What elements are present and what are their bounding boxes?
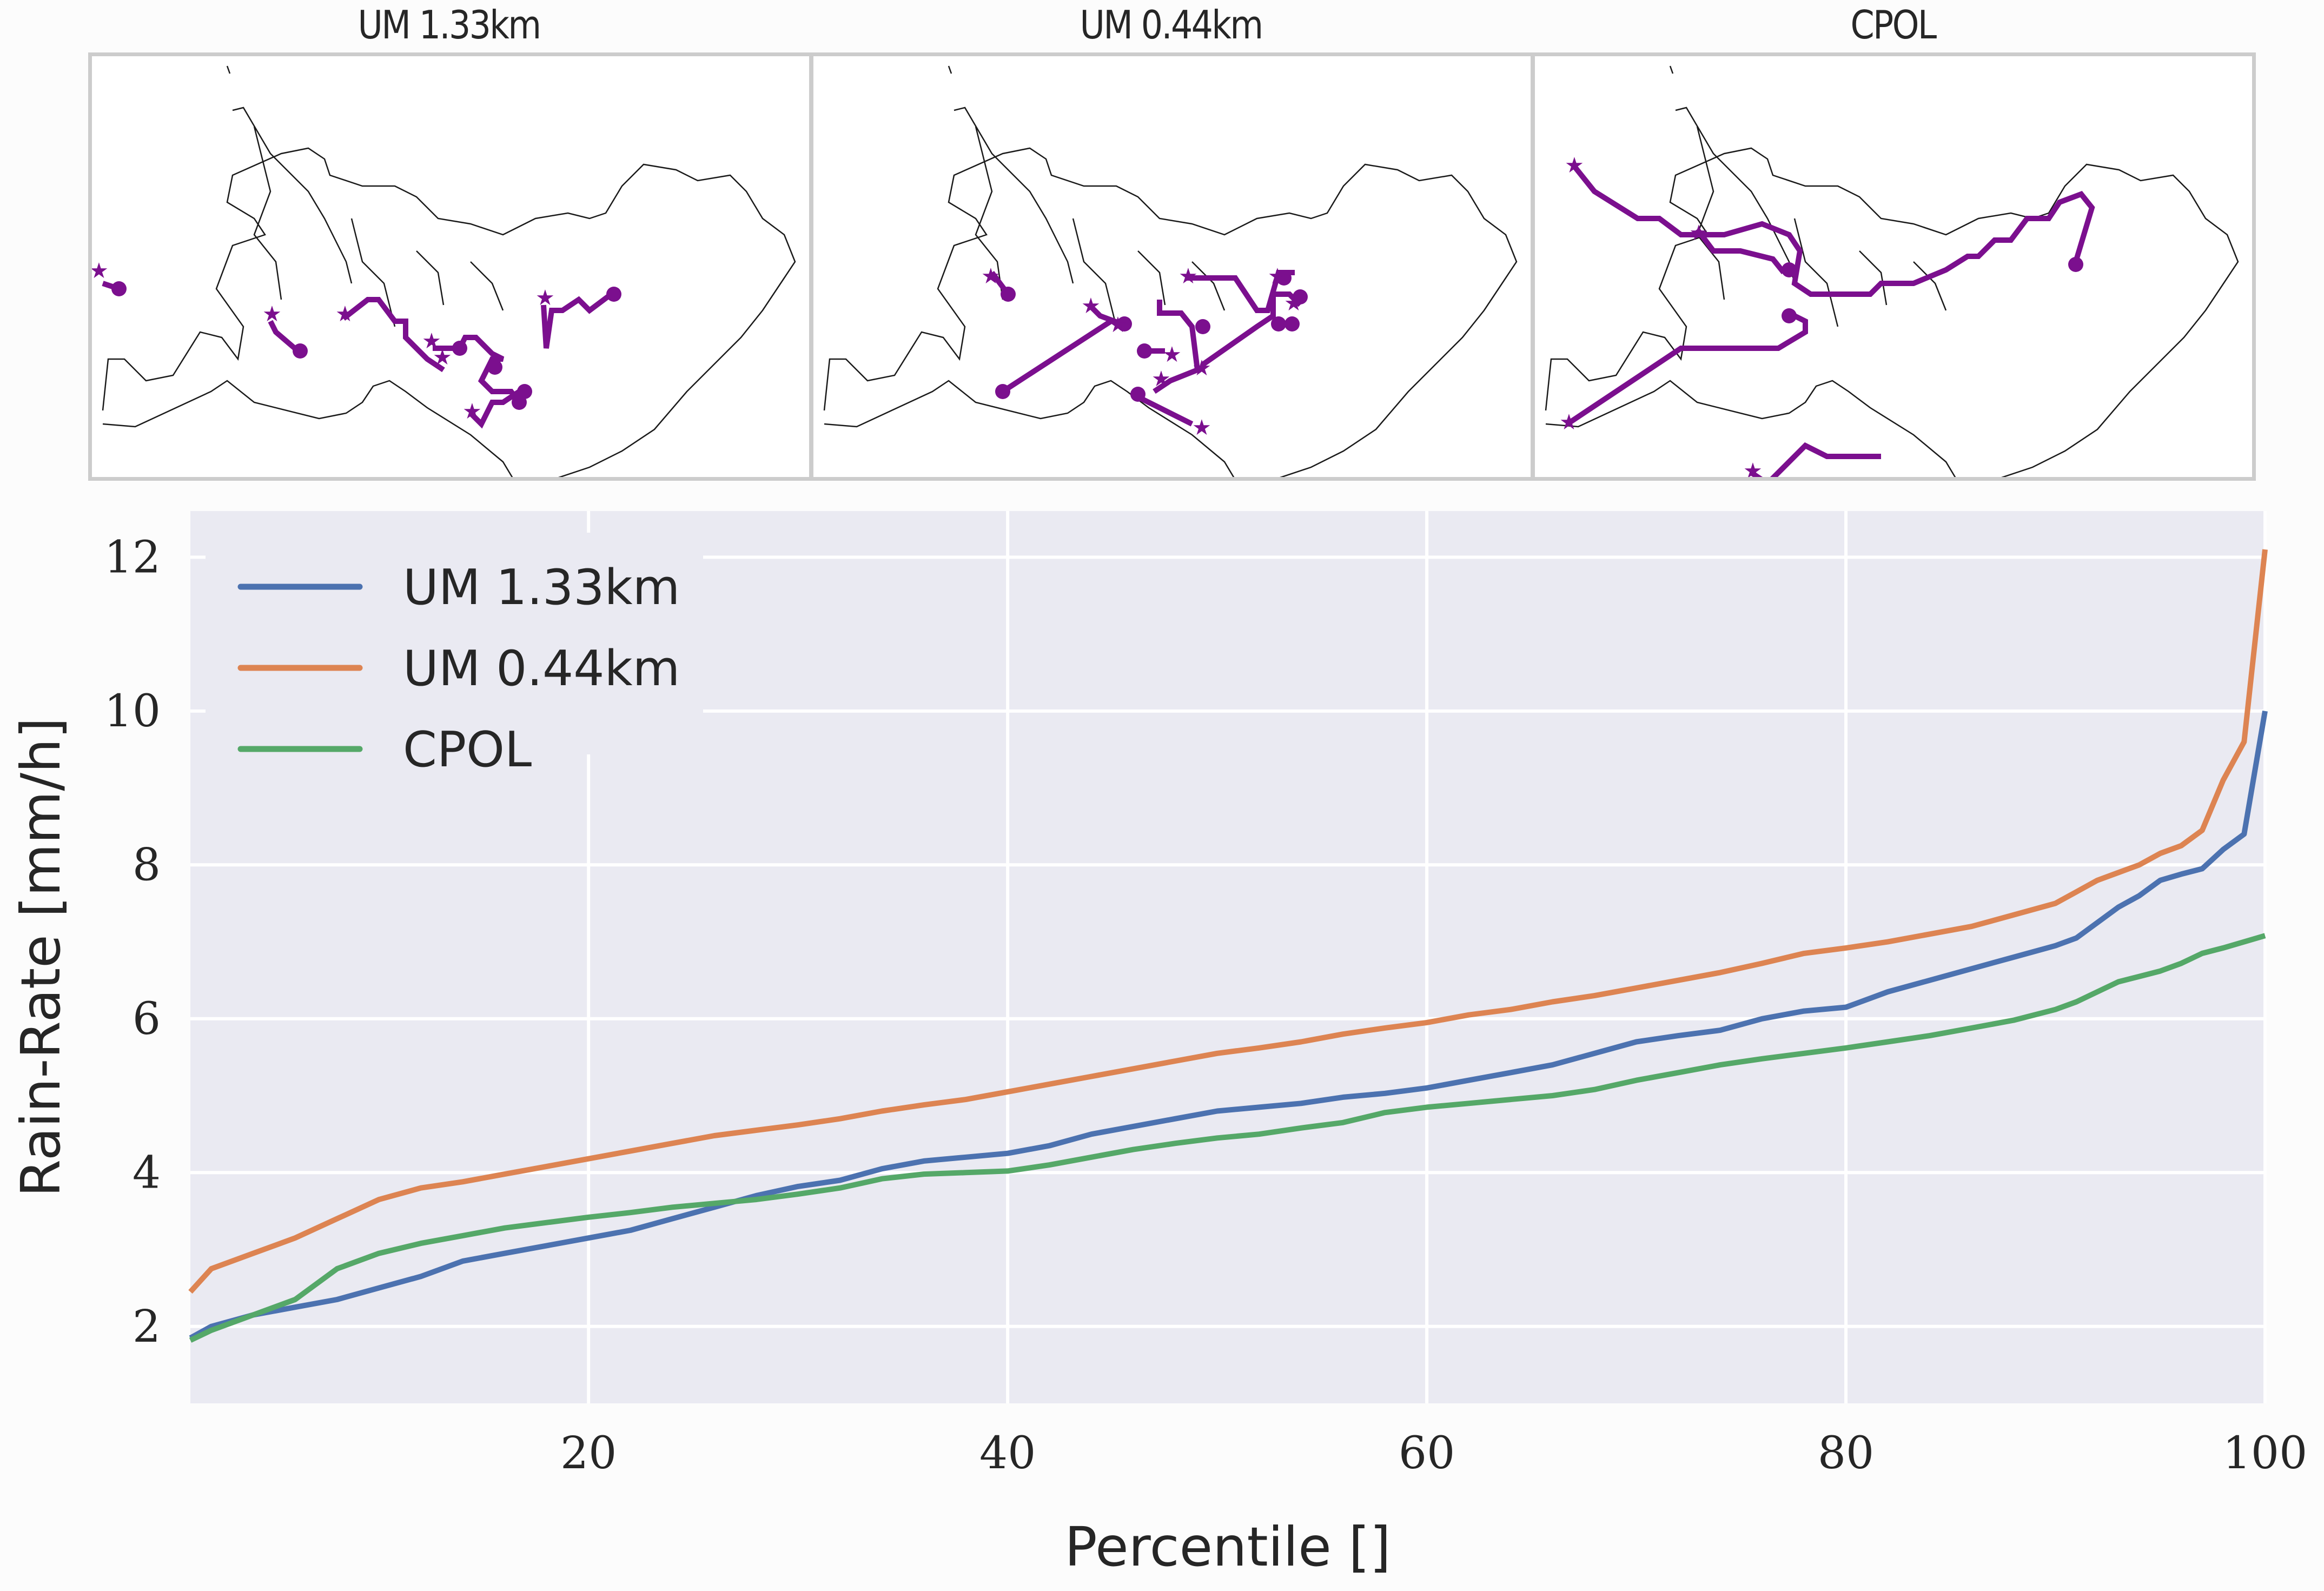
track-start-star: ★ [1268, 264, 1287, 289]
track-end-marker [1285, 316, 1300, 332]
series-lines [188, 549, 2268, 1343]
track-end-marker [517, 384, 532, 399]
track-start-star: ★ [1192, 356, 1211, 381]
track-end-marker [1195, 319, 1210, 334]
track-start-star: ★ [262, 302, 282, 327]
track-start-star: ★ [1108, 313, 1128, 337]
x-tick-label: 80 [1818, 1428, 1874, 1479]
track-start-star: ★ [462, 399, 482, 424]
track-start-star: ★ [92, 258, 109, 283]
track-start-star: ★ [1192, 415, 1211, 440]
track-start-star: ★ [1178, 264, 1198, 289]
track-start-markers: ★ ★ ★ ★ [1559, 153, 1763, 481]
track-end-marker [1782, 308, 1797, 323]
track-end-marker [2068, 257, 2083, 272]
storm-tracks [1566, 162, 2095, 477]
track-start-star: ★ [1081, 294, 1101, 319]
map-um044: ★ ★ ★ ★ ★ ★ ★ ★ ★ ★ [823, 65, 1518, 477]
track-start-star: ★ [335, 302, 355, 327]
x-tick-label: 20 [560, 1428, 617, 1479]
track-end-marker [995, 384, 1010, 399]
gridlines [190, 511, 2267, 1403]
y-tick-label: 4 [133, 1147, 161, 1198]
map-title-um044: UM 0.44km [1080, 2, 1264, 48]
track-end-markers [1782, 257, 2083, 323]
track-end-marker [1117, 316, 1132, 332]
storm-tracks [102, 281, 613, 429]
track-end-marker [1130, 387, 1146, 402]
y-tick-labels: 2 4 6 8 10 12 [104, 532, 161, 1352]
y-tick-label: 2 [133, 1301, 161, 1353]
track-end-marker [1293, 289, 1308, 304]
legend-box [206, 533, 703, 754]
track-start-star: ★ [1151, 367, 1171, 392]
track-end-marker [1271, 316, 1286, 332]
track-end-marker [606, 287, 621, 302]
track-start-star: ★ [1284, 291, 1303, 316]
track-end-marker [452, 341, 467, 356]
coastline [102, 65, 796, 477]
x-tick-labels: 20 40 60 80 100 [560, 1428, 2307, 1479]
series-line-1 [188, 549, 2268, 1294]
track-end-marker [1276, 270, 1292, 286]
map-panel-cpol: ★ ★ ★ ★ [1531, 52, 2256, 481]
y-tick-label: 12 [104, 532, 161, 583]
track-start-star: ★ [1689, 221, 1709, 246]
series-line-0 [189, 710, 2268, 1341]
x-tick-label: 60 [1399, 1428, 1455, 1479]
track-end-marker [293, 343, 308, 359]
track-start-star: ★ [1565, 153, 1584, 178]
legend: UM 1.33km UM 0.44km CPOL [206, 533, 703, 778]
track-end-markers [111, 281, 621, 410]
x-tick-label: 40 [979, 1428, 1036, 1479]
line-chart: 2 4 6 8 10 12 20 40 60 80 100 Percentile [] Rain-… [9, 511, 2307, 1579]
y-tick-label: 8 [133, 839, 161, 891]
track-end-marker [1001, 287, 1016, 302]
track-end-marker [1137, 343, 1152, 359]
map-title-cpol: CPOL [1850, 2, 1937, 48]
track-start-star: ★ [1743, 459, 1763, 481]
map-um133: ★ ★ ★ ★ ★ ★ ★ [92, 65, 796, 477]
legend-label-2: CPOL [403, 721, 532, 778]
track-end-marker [111, 281, 127, 296]
map-panel-um044: ★ ★ ★ ★ ★ ★ ★ ★ ★ ★ [810, 52, 1534, 481]
track-start-star: ★ [422, 329, 441, 354]
track-start-star: ★ [1162, 342, 1182, 367]
track-start-star: ★ [433, 345, 452, 370]
map-title-um133: UM 1.33km [357, 2, 542, 48]
map-cpol: ★ ★ ★ ★ [1545, 65, 2239, 481]
track-start-markers: ★ ★ ★ ★ ★ ★ ★ ★ ★ ★ [981, 264, 1303, 440]
track-end-marker [487, 360, 502, 375]
series-line-2 [189, 933, 2266, 1343]
track-end-markers [995, 270, 1308, 402]
track-end-marker [1782, 262, 1797, 277]
track-start-star: ★ [981, 264, 1001, 289]
map-panel-um133: ★ ★ ★ ★ ★ ★ ★ [88, 52, 813, 481]
x-tick-label: 100 [2223, 1428, 2308, 1479]
x-axis-label: Percentile [] [1064, 1515, 1391, 1579]
track-start-star: ★ [535, 286, 555, 310]
y-tick-label: 10 [104, 686, 161, 737]
track-start-star: ★ [1559, 410, 1579, 435]
track-start-markers: ★ ★ ★ ★ ★ ★ ★ [92, 258, 555, 424]
coastline [1545, 65, 2239, 477]
legend-label-0: UM 1.33km [403, 559, 680, 616]
coastline [823, 65, 1518, 477]
legend-label-1: UM 0.44km [403, 640, 680, 697]
y-axis-label: Rain-Rate [mm/h] [9, 718, 72, 1197]
y-tick-label: 6 [133, 993, 161, 1045]
